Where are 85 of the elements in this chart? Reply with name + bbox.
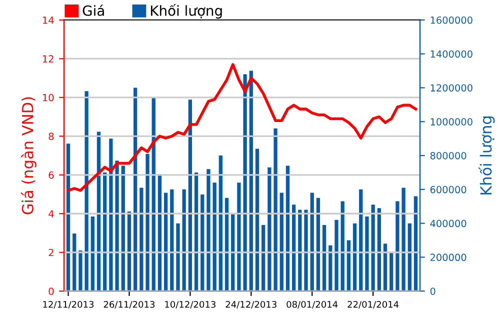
- bar: [274, 128, 278, 292]
- bar: [176, 223, 180, 292]
- y2-tick-label: 0: [430, 288, 436, 295]
- y2-tick-label: 1600000: [430, 16, 472, 24]
- bar: [72, 233, 76, 292]
- bar: [127, 211, 132, 292]
- bar: [164, 192, 168, 292]
- y2-tick-label: 400000: [430, 220, 466, 228]
- y-tick-label: 10: [42, 94, 54, 102]
- bar: [365, 216, 369, 292]
- y-tick-label: 8: [48, 132, 54, 140]
- y-tick-label: 12: [42, 55, 54, 62]
- bar: [298, 210, 302, 292]
- bar: [158, 174, 162, 292]
- bar: [78, 250, 82, 292]
- y-tick-label: 6: [48, 171, 54, 179]
- x-tick-label: 22/01/2014: [348, 300, 399, 309]
- legend-label: Giá: [82, 4, 104, 16]
- bar: [414, 196, 418, 292]
- bar: [66, 144, 70, 292]
- y2-tick-label: 1200000: [430, 84, 472, 92]
- bar: [310, 192, 314, 292]
- bar: [212, 182, 216, 292]
- x-tick-label: 26/11/2013: [104, 300, 155, 309]
- bar: [383, 244, 388, 292]
- bar: [231, 213, 235, 292]
- bar: [182, 189, 186, 292]
- y-tick-label: 4: [48, 210, 54, 218]
- bar: [146, 154, 150, 292]
- bar: [170, 189, 174, 292]
- x-tick-label: 08/01/2014: [286, 300, 338, 309]
- bar: [249, 70, 253, 292]
- bar: [90, 216, 94, 292]
- legend-label: Khối lượng: [150, 4, 222, 19]
- bar: [408, 223, 412, 292]
- y2-axis-title: Khối lượng: [478, 116, 495, 194]
- bar: [268, 167, 272, 292]
- bar: [109, 138, 113, 292]
- bar: [200, 194, 204, 292]
- bar: [292, 204, 296, 292]
- bar: [84, 91, 88, 292]
- x-tick-label: 24/12/2013: [226, 300, 276, 309]
- bar: [328, 245, 332, 292]
- bar: [224, 198, 229, 292]
- x-tick-label: 12/11/2013: [43, 300, 94, 309]
- bar: [304, 210, 308, 292]
- bar: [371, 204, 375, 292]
- bar: [115, 160, 119, 292]
- bar: [402, 188, 406, 292]
- x-tick-label: 10/12/2013: [165, 300, 216, 309]
- bar: [237, 182, 241, 292]
- bar: [140, 188, 144, 292]
- y2-tick-label: 800000: [430, 152, 466, 160]
- bar: [152, 98, 156, 292]
- bar: [322, 225, 326, 292]
- y-axis-title: Giá (ngàn VND): [20, 97, 36, 214]
- line-series: [66, 63, 418, 192]
- bar: [194, 172, 198, 292]
- y2-tick-label: 200000: [430, 254, 466, 262]
- bar: [103, 172, 107, 292]
- y2-tick-label: 1000000: [430, 118, 472, 126]
- bar: [262, 225, 266, 292]
- bar: [218, 156, 222, 292]
- bar: [280, 192, 284, 292]
- bar: [96, 132, 101, 292]
- bar: [396, 201, 400, 292]
- bar: [316, 198, 320, 292]
- y-tick-label: 0: [48, 288, 54, 295]
- bar: [334, 220, 338, 292]
- bar: [255, 148, 260, 292]
- bar: [340, 201, 344, 292]
- bar: [390, 252, 394, 292]
- bar: [188, 100, 192, 292]
- bar: [243, 74, 247, 292]
- bar: [346, 240, 351, 292]
- bar: [121, 166, 125, 292]
- y-tick-label: 14: [42, 16, 54, 24]
- y-tick-label: 2: [48, 248, 54, 256]
- bar: [352, 223, 357, 292]
- bar: [359, 189, 363, 292]
- bar: [377, 208, 381, 292]
- bar: [206, 169, 210, 292]
- y2-tick-label: 600000: [430, 186, 466, 194]
- y2-tick-label: 1400000: [430, 50, 472, 58]
- bar: [286, 166, 290, 292]
